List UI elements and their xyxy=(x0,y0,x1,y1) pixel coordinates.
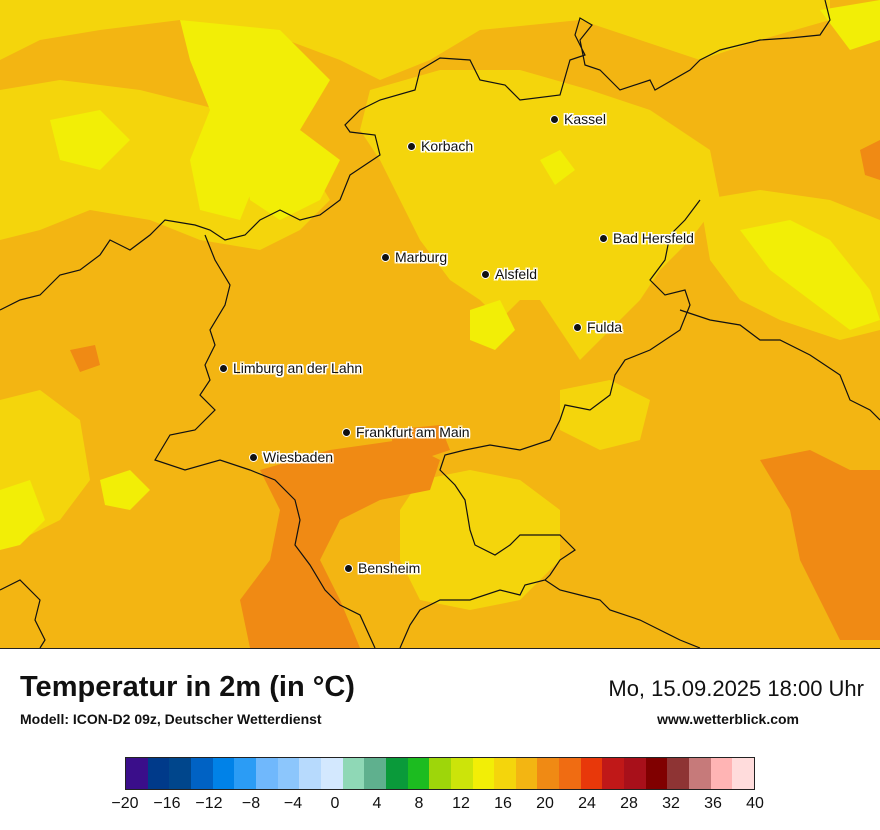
city-label: Marburg xyxy=(395,249,448,265)
color-scale-cell xyxy=(472,758,495,789)
temperature-zone-16-20 xyxy=(0,0,880,610)
city-label: Kassel xyxy=(564,111,607,127)
color-scale-tick-label: 20 xyxy=(536,795,554,812)
color-scale-cell xyxy=(255,758,278,789)
city-marker[interactable]: Kassel xyxy=(550,111,606,127)
color-scale-tick-label: 40 xyxy=(746,795,764,812)
color-scale-cell xyxy=(190,758,213,789)
color-scale-cell xyxy=(234,758,256,789)
color-scale-cell xyxy=(559,758,581,789)
color-scale-tick-label: 28 xyxy=(620,795,638,812)
city-marker[interactable]: Bensheim xyxy=(344,560,420,576)
color-scale-tick-label: −16 xyxy=(153,795,181,812)
city-label: Frankfurt am Main xyxy=(356,424,470,440)
color-scale-tick-label: −12 xyxy=(195,795,223,812)
city-dot-icon xyxy=(381,252,390,262)
color-scale-cell xyxy=(732,758,755,789)
color-scale-tick-label: 36 xyxy=(704,795,722,812)
city-label: Alsfeld xyxy=(495,266,538,282)
color-scale-cell xyxy=(212,758,235,789)
color-scale-tick-label: −8 xyxy=(241,795,261,812)
color-scale-cell xyxy=(342,758,365,789)
color-scale-ticks: −20 −16 −12 −8 −4 0 4 8 12 16 20 24 28 32 36 40 xyxy=(111,795,763,819)
color-scale-cell xyxy=(515,758,538,789)
color-scale xyxy=(125,757,755,790)
city-dot-icon xyxy=(219,363,228,373)
city-label: Fulda xyxy=(587,319,623,335)
color-scale-tick-label: −4 xyxy=(283,795,303,812)
temperature-zone-20-22 xyxy=(70,140,880,648)
color-scale-cell xyxy=(320,758,343,789)
color-scale-tick-label: 12 xyxy=(452,795,470,812)
city-dot-icon xyxy=(550,114,559,124)
state-borders xyxy=(0,0,880,648)
color-scale-tick-label: 8 xyxy=(414,795,424,812)
city-dot-icon xyxy=(599,233,608,243)
map-title: Temperatur in 2m (in °C) xyxy=(20,671,355,703)
color-scale-tick-label: 24 xyxy=(578,795,596,812)
color-scale-cell xyxy=(429,758,451,789)
city-dot-icon xyxy=(344,563,353,573)
city-dot-icon xyxy=(249,452,258,462)
temperature-field xyxy=(0,0,880,648)
color-scale-cell xyxy=(667,758,690,789)
color-scale-cell xyxy=(364,758,386,789)
color-scale-cell xyxy=(450,758,473,789)
city-marker[interactable]: Wiesbaden xyxy=(249,449,333,465)
map-footer: Temperatur in 2m (in °C) Modell: ICON-D2… xyxy=(0,649,880,830)
city-label: Bensheim xyxy=(358,560,421,576)
city-dot-icon xyxy=(407,141,416,151)
color-scale-cell xyxy=(277,758,300,789)
color-scale-cell xyxy=(710,758,733,789)
city-label: Bad Hersfeld xyxy=(613,230,694,246)
forecast-datetime: Mo, 15.09.2025 18:00 Uhr xyxy=(608,676,864,701)
color-scale-cell xyxy=(494,758,516,789)
color-scale-tick-label: 0 xyxy=(330,795,340,812)
website-link[interactable]: www.wetterblick.com xyxy=(657,711,799,727)
city-dot-icon xyxy=(481,269,490,279)
color-scale-cell xyxy=(407,758,430,789)
color-scale-cell xyxy=(385,758,408,789)
city-label: Limburg an der Lahn xyxy=(233,360,363,376)
color-scale-cell xyxy=(537,758,560,789)
city-marker[interactable]: Fulda xyxy=(573,319,622,335)
color-scale-cell xyxy=(602,758,625,789)
temperature-map[interactable]: Kassel Korbach Bad Hersfeld Marburg Alsf… xyxy=(0,0,880,649)
color-scale-tick-label: 16 xyxy=(494,795,512,812)
city-dot-icon xyxy=(342,427,351,437)
color-scale-cell xyxy=(126,758,148,789)
city-marker[interactable]: Marburg xyxy=(381,249,447,265)
color-scale-cell xyxy=(689,758,711,789)
color-scale-cell xyxy=(645,758,668,789)
city-dot-icon xyxy=(573,322,582,332)
city-marker[interactable]: Korbach xyxy=(407,138,473,154)
temperature-zone-14-16 xyxy=(0,0,880,550)
model-info: Modell: ICON-D2 09z, Deutscher Wetterdie… xyxy=(20,711,322,727)
city-marker[interactable]: Limburg an der Lahn xyxy=(219,360,362,376)
city-marker[interactable]: Bad Hersfeld xyxy=(599,230,694,246)
color-scale-cell xyxy=(624,758,646,789)
color-scale-cell xyxy=(580,758,603,789)
color-scale-tick-label: 32 xyxy=(662,795,680,812)
color-scale-cell xyxy=(299,758,321,789)
color-scale-tick-label: −20 xyxy=(111,795,139,812)
city-marker[interactable]: Frankfurt am Main xyxy=(342,424,470,440)
city-label: Wiesbaden xyxy=(263,449,334,465)
color-scale-cell xyxy=(147,758,170,789)
color-scale-cell xyxy=(169,758,191,789)
color-scale-tick-label: 4 xyxy=(372,795,382,812)
city-label: Korbach xyxy=(421,138,474,154)
city-marker[interactable]: Alsfeld xyxy=(481,266,537,282)
